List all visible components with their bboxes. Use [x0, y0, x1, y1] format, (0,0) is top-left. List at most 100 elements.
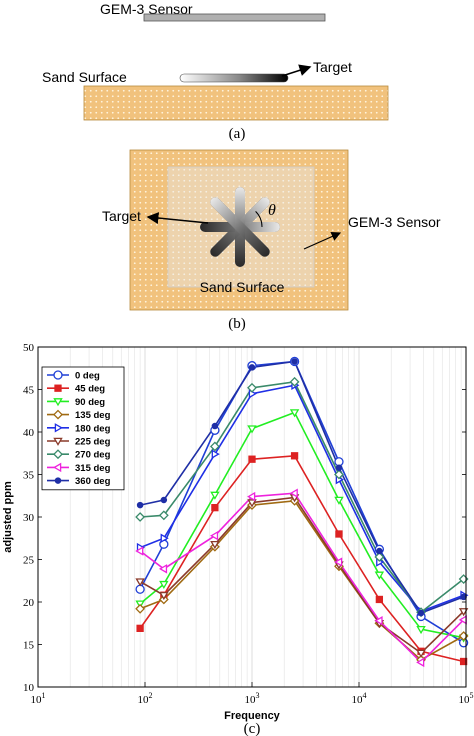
legend-entry: 135 deg: [75, 410, 111, 421]
y-tick-label: 25: [23, 555, 35, 567]
data-point: [335, 530, 343, 538]
theta-arc: [255, 211, 263, 228]
target-rod-rotations: [200, 187, 280, 267]
data-point: [247, 491, 256, 502]
sand-surface-label-b: Sand Surface: [200, 279, 285, 295]
data-point: [135, 512, 146, 522]
gem3-sensor-footprint: [167, 166, 315, 288]
legend-entry: 270 deg: [75, 450, 111, 461]
data-point: [289, 488, 298, 498]
data-point: [458, 608, 469, 617]
data-point: [210, 491, 220, 500]
data-point: [210, 540, 220, 550]
data-point: [459, 657, 468, 666]
data-point: [247, 382, 257, 393]
legend-entry: 180 deg: [75, 423, 111, 434]
data-point: [158, 510, 169, 521]
data-point: [136, 624, 144, 633]
data-point: [159, 591, 169, 601]
data-point: [291, 358, 298, 365]
data-point: [416, 649, 426, 658]
data-point: [247, 499, 257, 508]
sensor-arrow-b: [303, 232, 342, 250]
data-point: [135, 578, 145, 587]
legend-marker: [54, 477, 62, 484]
legend-entry: 225 deg: [75, 437, 111, 448]
gem3-sensor-bar: [143, 13, 326, 22]
legend-marker: [54, 384, 62, 392]
legend-marker: [53, 409, 63, 420]
data-point: [209, 441, 220, 452]
y-tick-label: 45: [23, 385, 35, 397]
gem3-sensor-label-a: GEM-3 Sensor: [100, 1, 193, 17]
data-point: [289, 409, 300, 418]
data-point: [374, 615, 383, 626]
x-tick-label: 102: [138, 691, 153, 706]
caption-a: (a): [229, 126, 246, 142]
data-point: [374, 552, 385, 562]
gem3-sensor-label-b: GEM-3 Sensor: [348, 214, 441, 230]
legend: 0 deg 45 deg 90 deg 135 deg 180 deg 225 deg 27…: [41, 366, 125, 491]
y-tick-label: 35: [23, 470, 35, 482]
caption-b: (b): [228, 316, 246, 332]
series-markers: [135, 356, 469, 668]
legend-entry: 360 deg: [75, 476, 111, 487]
data-point: [211, 449, 220, 459]
y-tick-label: 15: [23, 640, 35, 652]
x-axis-label: Frequency: [224, 710, 281, 722]
x-tick-label: 105: [459, 691, 474, 706]
data-point: [158, 564, 168, 574]
y-tick-label: 30: [23, 512, 35, 524]
data-point: [375, 595, 384, 604]
x-axis-ticks: 101 102 103 104 105: [31, 682, 474, 706]
y-axis-label: adjusted ppm: [2, 481, 14, 553]
legend-marker: [53, 449, 63, 460]
data-point: [248, 455, 256, 463]
data-point: [160, 496, 168, 504]
data-point: [374, 571, 385, 580]
x-tick-label: 101: [31, 691, 46, 706]
y-tick-label: 10: [23, 682, 35, 694]
target-arrow-a: [281, 64, 312, 77]
data-point: [211, 422, 219, 430]
sand-surface-label-a: Sand Surface: [42, 69, 127, 85]
data-point: [159, 580, 169, 590]
data-point: [290, 452, 299, 460]
legend-entry: 0 deg: [75, 371, 100, 382]
legend-entry: 45 deg: [75, 384, 105, 395]
y-tick-label: 40: [23, 427, 35, 439]
data-point: [334, 469, 344, 480]
data-point: [335, 464, 343, 471]
data-point: [460, 593, 467, 601]
data-point: [248, 364, 256, 371]
target-arrow-b: [146, 212, 209, 225]
theta-label: θ: [268, 202, 276, 219]
data-point: [416, 657, 425, 668]
legend-marker: [53, 462, 62, 473]
legend-marker: [53, 437, 63, 446]
data-point: [416, 625, 426, 635]
data-point: [289, 376, 300, 387]
data-point: [135, 546, 144, 556]
panel-a: GEM-3 Sensor Sand Surface Target (a): [42, 1, 389, 142]
data-point: [209, 530, 219, 541]
legend-entry: 90 deg: [75, 397, 105, 408]
x-tick-label: 104: [352, 691, 367, 706]
plot-frame: [37, 346, 467, 688]
target-label-b: Target: [102, 208, 141, 224]
legend-marker: [53, 398, 63, 407]
legend-marker: [54, 423, 63, 433]
frequency-response-chart: 10 15 20 25 30 35 40 45 50 101 102 103 104 105 0 deg…: [2, 342, 474, 736]
x-tick-label: 103: [245, 691, 260, 706]
y-tick-label: 50: [23, 342, 35, 354]
legend-entry: 315 deg: [75, 463, 111, 474]
caption-c: (c): [244, 721, 261, 736]
data-point: [247, 425, 257, 434]
sand-surface-a: [83, 85, 389, 121]
legend-marker: [53, 370, 63, 380]
grid-lines: [37, 347, 462, 687]
data-point: [160, 533, 169, 543]
data-point: [334, 496, 344, 505]
y-tick-label: 20: [23, 597, 35, 609]
target-label-a: Target: [313, 59, 352, 75]
